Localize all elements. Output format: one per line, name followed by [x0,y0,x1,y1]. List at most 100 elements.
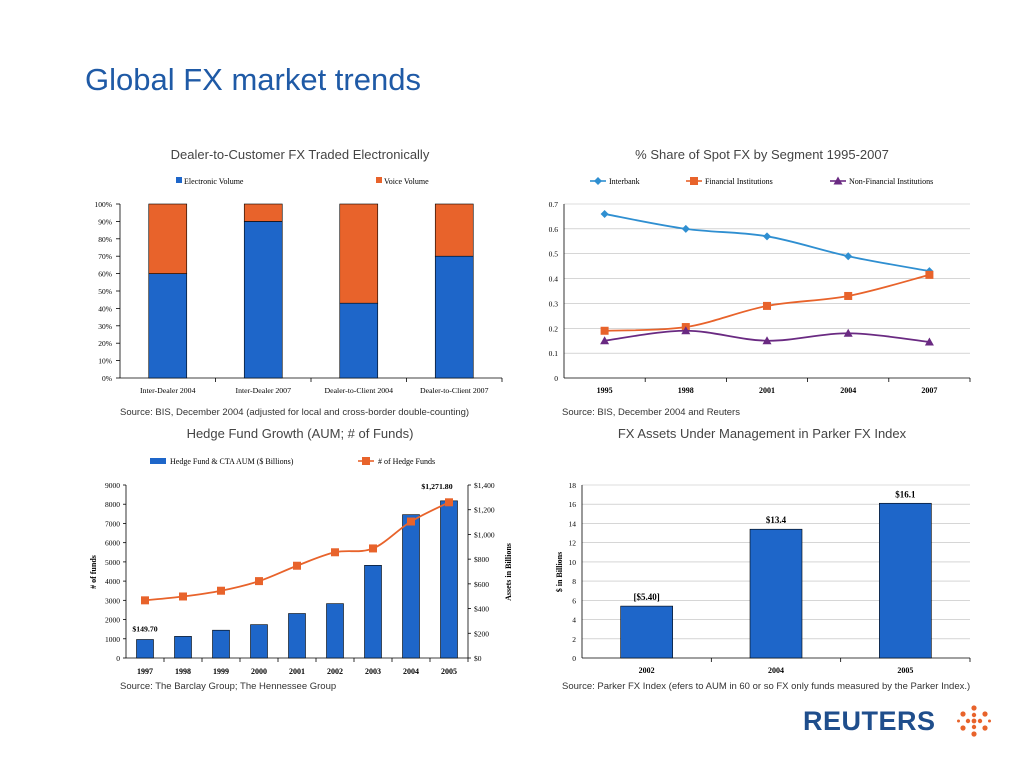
chart4-source: Source: Parker FX Index (efers to AUM in… [562,681,971,692]
y-tick-label: 1000 [105,635,120,644]
x-tick-label: 1995 [597,386,613,395]
data-point-interbank [600,209,609,218]
y-tick-label: 0.6 [549,225,559,234]
y-tick-label: 0.3 [549,299,559,308]
y-axis-title: # of funds [89,555,98,589]
bar-voice [434,203,474,257]
y-tick-label: 16 [569,500,577,509]
y2-tick-label: $400 [474,605,489,614]
data-point-funds [293,561,301,570]
chart1-source: Source: BIS, December 2004 (adjusted for… [120,407,470,418]
y-tick-label: 90% [98,217,112,226]
legend-label-aum: Hedge Fund & CTA AUM ($ Billions) [170,457,294,466]
y-tick-label: 14 [569,519,577,528]
bar-aum [136,639,154,659]
data-point-funds [255,577,263,586]
x-tick-label: 1998 [175,667,191,676]
data-label-2005: $1,271.80 [421,482,452,491]
data-label-1997: $149.70 [132,625,157,634]
y-tick-label: 0 [554,374,558,383]
x-tick-label: 2007 [921,386,937,395]
y-tick-label: 60% [98,270,112,279]
data-point-non-financial-institutions [681,326,691,335]
y2-tick-label: $0 [474,654,482,663]
chart2-title: % Share of Spot FX by Segment 1995-2007 [635,147,889,162]
x-tick-label: Inter-Dealer 2004 [140,386,196,395]
bar-voice [339,203,379,304]
bar-voice [148,203,188,274]
x-tick-label: 1997 [137,667,153,676]
legend-label-electronic: Electronic Volume [184,177,244,186]
data-point-financial-institutions [925,270,934,279]
y-axis-title: $ in Billions [555,552,564,592]
bar-electronic [148,273,188,379]
chart4-title: FX Assets Under Management in Parker FX … [617,426,907,441]
y-tick-label: 18 [569,481,577,490]
data-point-funds [179,592,187,601]
y2-tick-label: $200 [474,629,489,638]
y2-tick-label: $1,200 [474,506,495,515]
bar-aum [174,636,192,659]
y-tick-label: 0 [116,654,120,663]
y2-tick-label: $1,000 [474,530,495,539]
data-point-interbank [763,232,771,241]
x-tick-label: 2004 [403,667,419,676]
legend-swatch-voice [376,177,382,183]
y-tick-label: 8000 [105,500,120,509]
x-tick-label: 2004 [840,386,856,395]
x-tick-label: 2001 [759,386,775,395]
x-tick-label: 2002 [327,667,343,676]
y-tick-label: 8 [572,577,576,586]
y-tick-label: 0.2 [549,324,559,333]
y-tick-label: 10% [98,357,112,366]
data-label-2002: [$5.40] [634,592,660,602]
legend-label-non-financial-institutions: Non-Financial Institutions [849,177,933,186]
bar-aum [250,624,268,659]
data-point-non-financial-institutions [843,328,853,337]
bar-aum [288,613,306,659]
x-tick-label: 1999 [213,667,229,676]
bar-electronic [434,255,474,379]
bar-aum [402,514,420,659]
data-point-funds [369,544,377,553]
y-tick-label: 40% [98,304,112,313]
data-point-non-financial-institutions [924,337,934,346]
data-point-non-financial-institutions [762,336,772,345]
bar-aum [440,500,458,659]
x-tick-label: Dealer-to-Client 2004 [325,386,394,395]
y-tick-label: 80% [98,235,112,244]
legend-label-voice: Voice Volume [384,177,429,186]
y-tick-label: 0 [572,654,576,663]
x-tick-label: Inter-Dealer 2007 [236,386,292,395]
legend-swatch-electronic [176,177,182,183]
x-tick-label: 2004 [768,666,784,675]
y-tick-label: 12 [569,539,577,548]
legend-marker-interbank [594,177,602,185]
page-title: Global FX market trends [85,62,421,97]
data-point-interbank [844,252,853,261]
y-tick-label: 2 [572,635,576,644]
chart2-source: Source: BIS, December 2004 and Reuters [562,407,740,418]
bar-electronic [243,221,283,379]
y-tick-label: 2000 [105,616,120,625]
data-point-funds [407,517,415,526]
bar-voice [243,203,283,222]
legend-label-financial-institutions: Financial Institutions [705,177,773,186]
y-tick-label: 4 [572,616,576,625]
legend-swatch-aum [150,458,166,464]
legend-marker-financial-institutions [690,177,698,185]
y2-tick-label: $800 [474,555,489,564]
data-point-financial-institutions [763,301,771,310]
y-tick-label: 50% [98,287,112,296]
data-label-2004: $13.4 [766,515,787,525]
chart1-title: Dealer-to-Customer FX Traded Electronica… [170,147,430,162]
bar-aum [326,603,344,659]
y-tick-label: 0.4 [549,275,559,284]
y-tick-label: 9000 [105,481,120,490]
data-point-interbank [681,224,690,233]
y2-tick-label: $600 [474,580,489,589]
data-point-non-financial-institutions [600,336,610,345]
x-tick-label: 2003 [365,667,381,676]
x-tick-label: Dealer-to-Client 2007 [420,386,489,395]
bar-electronic [339,302,379,379]
